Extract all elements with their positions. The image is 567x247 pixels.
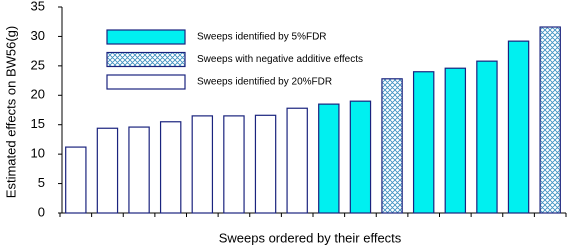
legend-label: Sweeps with negative additive effects <box>197 54 363 65</box>
legend-swatch <box>106 51 186 68</box>
y-tick-label: 20 <box>31 87 45 102</box>
y-tick-label: 30 <box>31 28 45 43</box>
bar <box>128 126 150 214</box>
bar <box>444 67 467 214</box>
bar <box>254 114 277 214</box>
legend-swatch <box>106 74 186 90</box>
bar <box>476 60 498 214</box>
bar <box>286 107 308 214</box>
y-tick-label: 35 <box>31 0 45 13</box>
x-axis-label: Sweeps ordered by their effects <box>219 230 402 245</box>
bar <box>412 71 435 214</box>
bar <box>539 26 561 214</box>
y-tick-label: 10 <box>31 146 45 161</box>
legend-swatch <box>106 29 186 45</box>
y-tick-label: 0 <box>38 204 45 219</box>
bar <box>223 115 245 214</box>
bar <box>507 40 530 214</box>
bar <box>381 78 403 214</box>
legend-label: Sweeps identified by 20%FDR <box>197 77 332 88</box>
bar <box>318 103 340 214</box>
legend-label: Sweeps identified by 5%FDR <box>197 32 327 43</box>
y-tick-label: 15 <box>31 116 45 131</box>
bar <box>96 127 119 214</box>
y-tick-label: 5 <box>38 175 45 190</box>
bar <box>349 100 372 214</box>
y-axis-label: Estimated effects on BW56(g) <box>3 26 18 198</box>
y-tick-label: 25 <box>31 57 45 72</box>
bar <box>191 115 214 214</box>
bar <box>159 121 182 214</box>
bar <box>65 146 87 214</box>
